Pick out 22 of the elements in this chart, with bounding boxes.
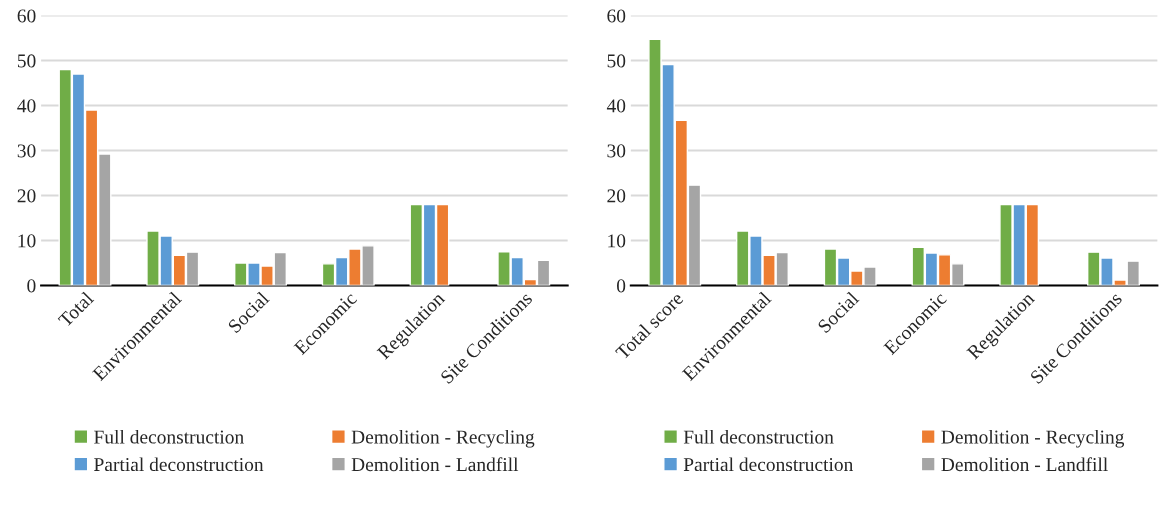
y-tick-label: 10 — [18, 234, 36, 248]
y-tick-label: 20 — [17, 189, 36, 203]
legend-label: Demolition - Recycling — [941, 429, 1125, 448]
legend-label: Partial deconstruction — [94, 457, 264, 472]
y-tick-label: 40 — [606, 99, 626, 113]
legend-label: Partial deconstruction — [683, 457, 854, 472]
y-tick-label: 30 — [607, 144, 626, 158]
legend-label: Demolition - Landfill — [941, 457, 1108, 472]
y-tick-label: 0 — [27, 279, 36, 293]
y-tick-label: 30 — [17, 144, 36, 158]
legend-label: Full deconstruction — [94, 429, 244, 444]
y-tick-label: 50 — [17, 54, 36, 68]
y-tick-label: 10 — [608, 234, 626, 248]
y-tick-label: 60 — [607, 9, 626, 23]
y-tick-label: 0 — [617, 279, 626, 293]
legend-label: Full deconstruction — [683, 429, 834, 444]
y-tick-label: 40 — [17, 99, 36, 113]
legend-label: Demolition - Recycling — [351, 429, 535, 448]
y-tick-label: 60 — [17, 9, 36, 23]
y-tick-label: 50 — [607, 54, 626, 68]
y-tick-label: 20 — [607, 189, 626, 203]
legend-label: Demolition - Landfill — [351, 457, 519, 472]
